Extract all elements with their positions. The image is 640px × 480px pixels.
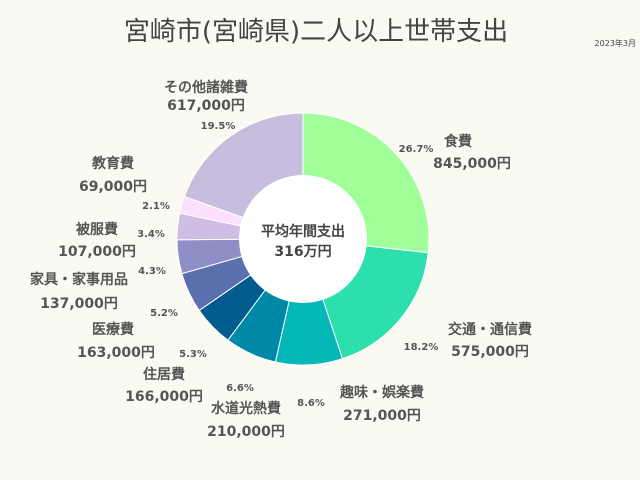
slice-label-name: その他諸雑費 (164, 79, 248, 96)
slice-label-percent: 3.4% (137, 229, 165, 240)
slice-label-name: 住居費 (143, 366, 185, 383)
slice-label-percent: 8.6% (297, 398, 325, 409)
slice-label-name: 水道光熱費 (211, 400, 281, 417)
slice-label-percent: 5.3% (179, 349, 207, 360)
slice-label-percent: 2.1% (142, 201, 170, 212)
slice-label-value: 163,000円 (77, 345, 155, 361)
slice-label-value: 166,000円 (125, 389, 203, 405)
slice-label-value: 69,000円 (79, 179, 147, 195)
slice-label-value: 575,000円 (451, 344, 529, 360)
chart-title: 宮崎市(宮崎県)二人以上世帯支出 (124, 17, 508, 47)
slice-label-name: 食費 (444, 133, 472, 150)
slice-label-percent: 5.2% (150, 308, 178, 319)
slice-label-percent: 26.7% (399, 144, 434, 155)
center-label-title: 平均年間支出 (261, 223, 345, 240)
center-label-total: 316万円 (274, 244, 331, 260)
slice-label-name: 教育費 (92, 155, 134, 172)
chart-date: 2023年3月 (595, 38, 636, 48)
slice-label-value: 845,000円 (433, 156, 511, 172)
slice-label-name: 医療費 (92, 321, 134, 338)
slice-label-value: 210,000円 (207, 424, 285, 440)
slice-label-value: 271,000円 (343, 408, 421, 424)
slice-label-percent: 6.6% (226, 383, 254, 394)
slice-label-value: 617,000円 (167, 98, 245, 114)
slice-label-name: 趣味・娯楽費 (339, 384, 424, 401)
slice-label-name: 交通・通信費 (448, 321, 532, 338)
slice-label-name: 家具・家事用品 (30, 271, 128, 288)
slice-label-percent: 18.2% (404, 342, 439, 353)
slice-label-name: 被服費 (76, 221, 118, 238)
slice-label-percent: 19.5% (201, 121, 236, 132)
donut-hole (239, 175, 367, 303)
slice-label-value: 107,000円 (58, 244, 136, 260)
slice-label-percent: 4.3% (138, 266, 166, 277)
slice-label-value: 137,000円 (40, 296, 118, 312)
